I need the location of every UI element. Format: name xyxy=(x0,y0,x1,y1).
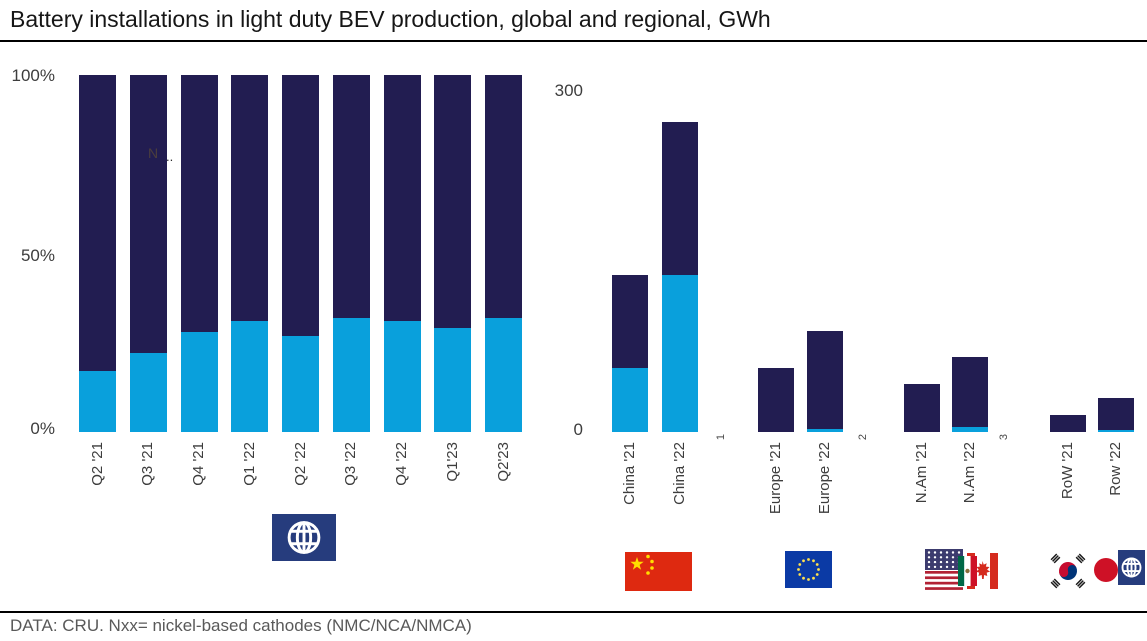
bar-segment-lightblue xyxy=(952,427,988,432)
bar-segment-lightblue xyxy=(807,428,843,432)
bar-segment-nxx xyxy=(758,367,794,432)
bar-segment-lightblue xyxy=(282,335,319,432)
x-tick-label: Q2'23 xyxy=(494,442,512,482)
faint-nxx-annotation: N xyxy=(148,145,160,161)
bar-segment-lightblue xyxy=(180,332,218,432)
x-tick-label: Row '22 xyxy=(1107,442,1124,496)
y-tick-100pct: 100% xyxy=(11,66,55,85)
bar-segment-nxx xyxy=(952,357,988,428)
x-tick-label: Q2 '21 xyxy=(88,442,106,486)
bar-segment-nxx xyxy=(79,75,116,372)
source-note: DATA: CRU. Nxx= nickel-based cathodes (N… xyxy=(10,616,472,635)
bar-segment-nxx xyxy=(332,75,370,318)
x-tick-label: N.Am '22 xyxy=(961,442,978,504)
china-flag xyxy=(625,552,692,591)
japan-flag xyxy=(1094,558,1118,582)
bar-segment-lightblue xyxy=(612,367,648,432)
y-tick-0pct: 0% xyxy=(30,419,55,438)
y-tick-300: 300 xyxy=(554,81,583,100)
bar-segment-nxx xyxy=(1098,397,1134,430)
title-underline xyxy=(0,40,1147,42)
x-tick-label: Q1 '22 xyxy=(240,442,258,486)
x-tick-label: Q4 '21 xyxy=(190,442,207,486)
x-tick-label: China '22 xyxy=(671,442,688,505)
bar-segment-lightblue xyxy=(332,317,370,432)
x-tick-label: China '21 xyxy=(621,442,638,505)
eu-flag xyxy=(785,551,832,588)
bar-segment-nxx xyxy=(180,75,218,333)
globe-icon xyxy=(1118,550,1145,585)
bar-segment-lightblue xyxy=(485,317,522,432)
x-tick-label: N.Am '21 xyxy=(913,442,930,504)
bar-segment-nxx xyxy=(662,122,698,275)
faint-annotation-dots: .. xyxy=(166,149,174,164)
bar-segment-lightblue xyxy=(662,274,698,432)
footer-divider xyxy=(0,611,1147,613)
x-tick-label: Q1'23 xyxy=(443,442,461,482)
bar-segment-nxx xyxy=(434,75,472,329)
bar-segment-lightblue xyxy=(79,371,116,432)
x-tick-label: RoW '21 xyxy=(1059,442,1076,500)
y-tick-0: 0 xyxy=(573,420,583,439)
bar-segment-lightblue xyxy=(231,321,269,432)
x-tick-label: Europe '22 xyxy=(816,442,833,515)
x-tick-label: Q2 '22 xyxy=(291,442,309,486)
bar-segment-lightblue xyxy=(434,328,472,432)
x-tick-label: Europe '21 xyxy=(767,442,784,515)
south-korea-flag xyxy=(1048,551,1088,591)
bar-segment-nxx xyxy=(383,75,421,322)
bar-segment-lightblue xyxy=(383,321,421,432)
mexico-flag xyxy=(958,556,977,586)
x-tick-label: Q4 '22 xyxy=(393,442,410,486)
page-title: Battery installations in light duty BEV … xyxy=(10,6,771,32)
bar-segment-nxx xyxy=(282,75,319,336)
bar-segment-lightblue xyxy=(1098,429,1134,432)
bar-segment-nxx xyxy=(904,383,940,432)
bar-segment-nxx xyxy=(231,75,269,322)
spacer-tick-label: 3 xyxy=(998,434,1010,441)
y-tick-50pct: 50% xyxy=(20,246,55,265)
globe-icon xyxy=(272,514,336,561)
bar-segment-nxx xyxy=(807,331,843,429)
bar-segment-nxx xyxy=(485,75,522,318)
bar-segment-lightblue xyxy=(129,353,167,432)
spacer-tick-label: 1 xyxy=(715,434,727,441)
bar-segment-nxx xyxy=(1050,414,1086,432)
spacer-tick-label: 2 xyxy=(857,434,869,441)
bar-segment-nxx xyxy=(612,274,648,368)
bar-segment-nxx xyxy=(129,75,167,354)
x-tick-label: Q3 '22 xyxy=(342,442,360,486)
x-tick-label: Q3 '21 xyxy=(139,442,157,486)
